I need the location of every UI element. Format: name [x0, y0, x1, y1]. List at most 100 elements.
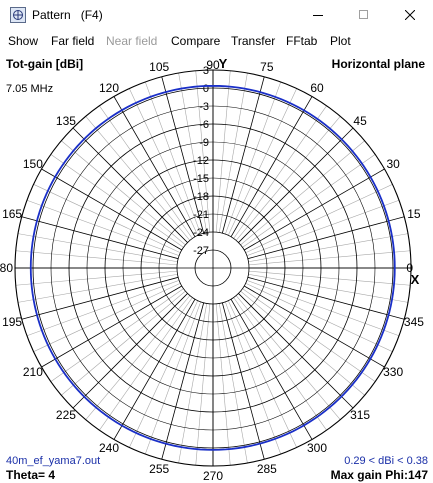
minor-radial-line: [195, 303, 211, 466]
radial-tick-label: -3: [199, 101, 209, 113]
major-radial-line: [41, 168, 183, 251]
major-radial-line: [72, 127, 188, 243]
angle-tick-label: 345: [404, 315, 424, 329]
major-radial-line: [221, 76, 265, 234]
minor-radial-line: [50, 154, 184, 248]
major-radial-line: [243, 285, 385, 368]
minor-radial-line: [242, 288, 376, 382]
minor-radial-line: [144, 81, 201, 235]
gain-pattern-trace: [29, 84, 396, 451]
major-radial-line: [247, 276, 405, 320]
pattern-plot-area: Tot-gain [dBi] Horizontal plane 7.05 MHz…: [0, 52, 433, 483]
major-radial-line: [221, 302, 265, 460]
plane-label: Horizontal plane: [331, 57, 425, 71]
angle-tick-label: 15: [407, 207, 421, 221]
minor-radial-line: [61, 290, 186, 396]
output-file-label: 40m_ef_yama7.out: [6, 455, 101, 467]
minor-radial-line: [15, 270, 178, 286]
minimize-button[interactable]: [295, 0, 341, 30]
major-radial-line: [230, 96, 313, 238]
angle-tick-label: 135: [56, 114, 76, 128]
max-gain-label: Max gain Phi:147: [330, 468, 428, 482]
minor-radial-line: [227, 300, 297, 448]
major-radial-line: [21, 276, 179, 320]
angle-tick-label: 300: [307, 441, 327, 455]
major-radial-line: [113, 96, 196, 238]
radial-tick-label: 0: [203, 83, 209, 95]
radial-tick-label: -12: [193, 155, 209, 167]
angle-tick-label: 255: [149, 462, 169, 476]
window-shortcut: (F4): [80, 8, 103, 22]
minor-radial-line: [61, 140, 186, 246]
minor-radial-line: [99, 105, 193, 239]
minor-radial-line: [248, 250, 411, 266]
angle-tick-label: 45: [353, 114, 367, 128]
minor-radial-line: [15, 250, 178, 266]
minor-radial-line: [33, 184, 181, 254]
angle-tick-label: 225: [56, 408, 76, 422]
minor-radial-line: [246, 280, 400, 337]
angle-tick-label: 180: [0, 261, 13, 275]
radial-tick-label: -21: [193, 209, 209, 221]
minor-radial-line: [33, 282, 181, 352]
menu-compare[interactable]: Compare: [171, 34, 221, 48]
menu-transfer[interactable]: Transfer: [231, 34, 276, 48]
maximize-button[interactable]: [341, 0, 387, 30]
minor-radial-line: [215, 303, 231, 466]
y-axis-label: Y: [219, 56, 228, 71]
minor-radial-line: [215, 70, 231, 233]
gain-type-label: Tot-gain [dBi]: [6, 57, 84, 71]
minor-radial-line: [17, 233, 178, 263]
major-radial-line: [230, 298, 313, 440]
menu-fftab[interactable]: FFtab: [286, 34, 318, 48]
angle-tick-label: 270: [203, 469, 223, 483]
menu-bar: Show Far field Near field Compare Transf…: [0, 30, 433, 52]
minor-radial-line: [99, 297, 193, 431]
window-title: Pattern (F4): [32, 8, 103, 22]
minor-radial-line: [144, 301, 201, 455]
title-bar[interactable]: Pattern (F4): [0, 0, 433, 30]
minor-radial-line: [129, 300, 199, 448]
radial-tick-label: -15: [193, 173, 209, 185]
angle-tick-label: 60: [310, 81, 324, 95]
major-radial-line: [113, 298, 196, 440]
radial-tick-label: -24: [193, 227, 209, 239]
radial-tick-label: -27: [193, 245, 209, 257]
menu-show[interactable]: Show: [8, 34, 39, 48]
major-radial-line: [161, 76, 205, 234]
menu-plot[interactable]: Plot: [330, 34, 351, 48]
minor-radial-line: [225, 81, 282, 235]
app-icon[interactable]: [10, 7, 26, 23]
angle-tick-label: 165: [2, 207, 22, 221]
menu-far-field[interactable]: Far field: [51, 34, 95, 48]
polar-chart[interactable]: 0153045607590105120135150165180195210225…: [0, 52, 433, 483]
minor-radial-line: [242, 154, 376, 248]
minor-radial-line: [235, 116, 341, 241]
minor-radial-line: [50, 288, 184, 382]
angle-tick-label: 120: [99, 81, 119, 95]
minor-radial-line: [248, 270, 411, 286]
minor-radial-line: [240, 140, 365, 246]
gain-range-label: 0.29 < dBi < 0.38: [344, 455, 428, 467]
minor-radial-line: [235, 295, 341, 420]
minor-radial-line: [233, 297, 327, 431]
major-radial-line: [243, 168, 385, 251]
angle-tick-label: 195: [2, 315, 22, 329]
x-axis-label: X: [411, 272, 420, 287]
minor-radial-line: [26, 199, 180, 256]
minor-radial-line: [233, 105, 327, 239]
angle-tick-label: 30: [386, 157, 400, 171]
major-radial-line: [247, 216, 405, 260]
minor-radial-line: [227, 88, 297, 236]
angle-tick-label: 90: [206, 58, 220, 72]
angle-tick-label: 315: [350, 408, 370, 422]
minor-radial-line: [248, 233, 409, 263]
menu-near-field[interactable]: Near field: [106, 34, 158, 48]
close-button[interactable]: [387, 0, 433, 30]
minimize-icon: [313, 15, 323, 16]
radial-tick-label: 3: [203, 65, 209, 77]
angle-tick-label: 330: [383, 365, 403, 379]
minor-radial-line: [17, 273, 178, 303]
minor-radial-line: [178, 303, 208, 464]
minor-radial-line: [218, 72, 248, 233]
